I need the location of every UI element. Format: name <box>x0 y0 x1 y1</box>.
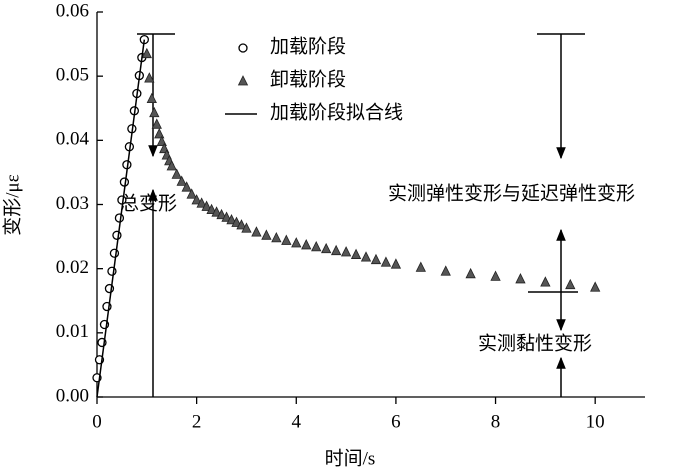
legend-swatch <box>237 75 249 86</box>
point <box>440 265 451 276</box>
y-tick-label: 0.06 <box>56 0 89 21</box>
point <box>171 168 182 179</box>
point <box>565 278 576 290</box>
point <box>340 246 352 257</box>
point <box>321 242 332 254</box>
point <box>465 267 476 279</box>
point <box>311 240 322 252</box>
point <box>231 216 242 227</box>
x-axis-label: 时间/s <box>325 447 376 469</box>
point <box>540 276 551 287</box>
annotation: 实测黏性变形 <box>478 332 592 354</box>
x-tick-label: 10 <box>586 411 605 432</box>
fit-line <box>96 39 146 398</box>
point <box>117 195 127 205</box>
legend-swatch <box>238 43 248 53</box>
point <box>390 258 402 269</box>
point <box>370 253 382 265</box>
annotation-arrows <box>137 33 585 397</box>
point <box>271 231 282 243</box>
x-tick-label: 2 <box>192 411 202 432</box>
legend-label: 卸载阶段 <box>270 68 346 90</box>
point <box>226 214 237 225</box>
point <box>281 234 292 245</box>
legend-label: 加载阶段拟合线 <box>270 101 403 123</box>
point <box>114 213 125 223</box>
point <box>146 92 157 104</box>
point <box>211 206 222 217</box>
point <box>590 281 601 292</box>
point <box>166 160 177 171</box>
point <box>141 47 152 59</box>
point <box>191 194 202 205</box>
y-tick-label: 0.02 <box>56 257 89 278</box>
annotation: 实测弹性变形与延迟弹性变形 <box>388 182 635 204</box>
point <box>206 203 217 215</box>
point <box>350 248 362 259</box>
point <box>216 208 227 220</box>
point <box>144 72 155 83</box>
point <box>109 248 120 258</box>
y-tick-label: 0.03 <box>56 193 89 214</box>
point <box>360 251 372 262</box>
point <box>241 222 252 233</box>
point <box>181 181 192 192</box>
point <box>380 256 392 267</box>
point <box>186 188 197 199</box>
point <box>149 106 160 118</box>
y-tick-label: 0.05 <box>56 65 89 86</box>
x-tick-label: 6 <box>391 411 401 432</box>
point <box>236 219 247 230</box>
point <box>261 229 272 240</box>
y-axis-label: 变形/με <box>1 174 23 235</box>
point <box>251 226 262 237</box>
point <box>415 261 426 272</box>
legend-label: 加载阶段 <box>270 35 346 57</box>
x-tick-label: 4 <box>292 411 302 432</box>
point <box>301 239 312 250</box>
point <box>196 197 207 208</box>
point <box>112 230 122 240</box>
point <box>154 128 165 139</box>
x-tick-label: 0 <box>92 411 102 432</box>
y-tick-label: 0.01 <box>56 321 89 342</box>
x-tick-label: 8 <box>491 411 501 432</box>
point <box>515 273 526 284</box>
point <box>490 270 501 281</box>
y-tick-label: 0.00 <box>56 385 89 406</box>
point <box>330 244 342 256</box>
point <box>176 175 187 186</box>
point <box>221 211 232 222</box>
point <box>291 237 302 248</box>
point <box>201 200 212 211</box>
y-tick-label: 0.04 <box>56 129 90 150</box>
annotation: 总变形 <box>120 192 177 214</box>
point <box>151 118 162 129</box>
